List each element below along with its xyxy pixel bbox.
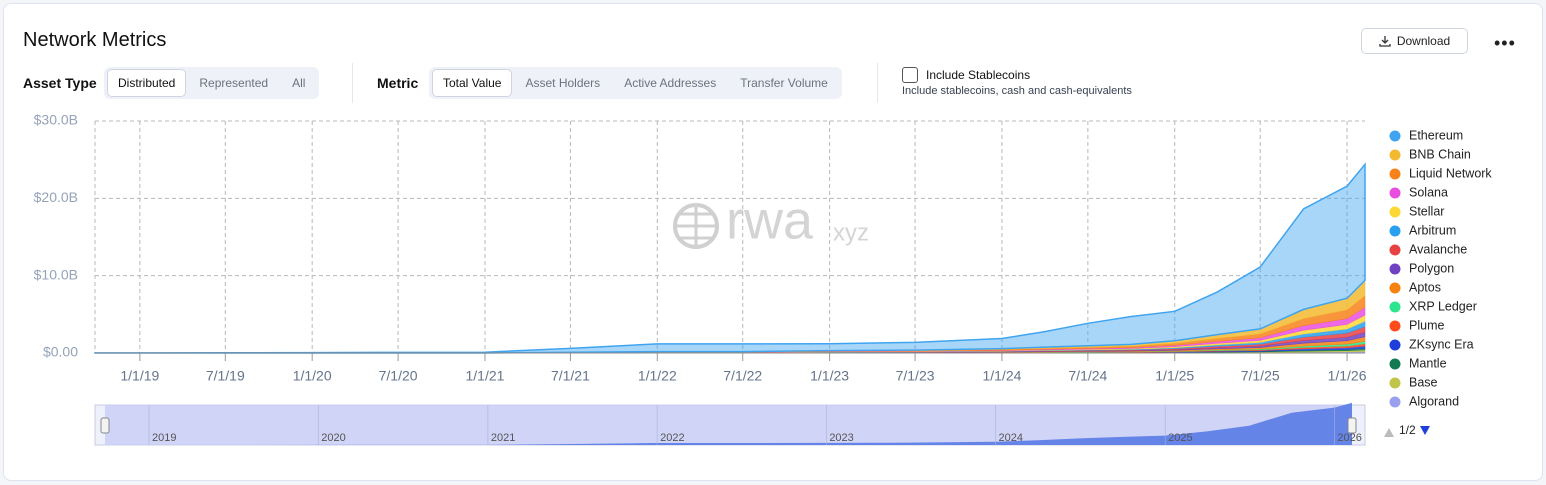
navigator-label: 2023 [829, 432, 853, 444]
tab[interactable]: Represented [199, 76, 269, 90]
legend-next [1420, 426, 1430, 435]
legend-label: Liquid Network [1409, 166, 1492, 180]
legend-label: ZKsync Era [1409, 337, 1474, 351]
legend-marker [1389, 149, 1401, 161]
legend-prev [1384, 428, 1394, 437]
legend-label: Arbitrum [1409, 223, 1456, 237]
x-tick-label: 1/1/19 [120, 368, 159, 384]
tab[interactable]: Transfer Volume [740, 76, 828, 90]
download-icon [1379, 36, 1391, 47]
legend-label: Algorand [1409, 394, 1459, 408]
tab[interactable]: Asset Holders [525, 76, 601, 90]
x-tick-label: 1/1/25 [1155, 368, 1194, 384]
legend-marker [1389, 168, 1401, 180]
y-tick-label: $20.0B [34, 189, 78, 205]
x-tick-label: 7/1/23 [896, 368, 935, 384]
asset-type-tabs: Distributed Represented All [104, 67, 320, 99]
legend-marker [1389, 339, 1401, 351]
watermark: rwa [726, 190, 814, 250]
navigator-area [105, 402, 1352, 445]
legend-marker [1389, 301, 1401, 313]
legend-page: 1/2 [1399, 423, 1416, 437]
separator [877, 63, 878, 103]
legend-label: Aptos [1409, 280, 1441, 294]
x-tick-label: 1/1/22 [638, 368, 677, 384]
legend-marker [1389, 225, 1401, 237]
navigator-label: 2024 [999, 432, 1023, 444]
legend-marker [1389, 130, 1401, 142]
legend-marker [1389, 206, 1401, 218]
tab[interactable]: Total Value [432, 69, 513, 97]
legend-marker [1389, 358, 1401, 370]
navigator-label: 2019 [152, 432, 176, 444]
x-tick-label: 7/1/20 [379, 368, 418, 384]
stablecoin-label: Include Stablecoins [926, 68, 1031, 82]
navigator-label: 2022 [660, 432, 684, 444]
legend-marker [1389, 377, 1401, 389]
legend-label: Polygon [1409, 261, 1454, 275]
legend-label: XRP Ledger [1409, 299, 1477, 313]
legend-marker [1389, 320, 1401, 332]
navigator-label: 2021 [491, 432, 515, 444]
x-tick-label: 1/1/23 [810, 368, 849, 384]
x-tick-label: 7/1/21 [551, 368, 590, 384]
stablecoin-description: Include stablecoins, cash and cash-equiv… [902, 85, 1132, 97]
legend-label: Solana [1409, 185, 1448, 199]
y-tick-label: $0.00 [43, 344, 78, 360]
separator [352, 63, 353, 103]
asset-type-label: Asset Type [23, 75, 97, 91]
legend-label: Plume [1409, 318, 1444, 332]
legend-label: Avalanche [1409, 242, 1467, 256]
download-button[interactable]: Download [1361, 28, 1468, 54]
watermark: xyz [833, 219, 869, 246]
x-tick-label: 7/1/25 [1241, 368, 1280, 384]
legend-label: Mantle [1409, 356, 1447, 370]
navigator-label: 2025 [1168, 432, 1192, 444]
watermark-icon [675, 205, 717, 247]
x-tick-label: 1/1/21 [466, 368, 505, 384]
legend-marker [1389, 263, 1401, 275]
legend-marker [1389, 396, 1401, 408]
legend-label: BNB Chain [1409, 147, 1471, 161]
legend-marker [1389, 244, 1401, 256]
more-menu[interactable]: ••• [1494, 33, 1516, 53]
navigator-handle[interactable] [1347, 417, 1357, 434]
legend-label: Ethereum [1409, 128, 1463, 142]
y-tick-label: $10.0B [34, 266, 78, 282]
tab[interactable]: Active Addresses [624, 76, 717, 90]
metric-tabs: Total Value Asset Holders Active Addresses… [429, 67, 842, 99]
x-tick-label: 1/1/26 [1328, 368, 1367, 384]
navigator-label: 2020 [321, 432, 345, 444]
x-tick-label: 7/1/19 [206, 368, 245, 384]
navigator-label: 2026 [1337, 432, 1361, 444]
download-label: Download [1396, 34, 1451, 48]
title: Network Metrics [23, 29, 167, 51]
tab[interactable]: All [292, 76, 306, 90]
legend-marker [1389, 282, 1401, 294]
tab[interactable]: Distributed [107, 69, 187, 97]
area [94, 162, 1366, 354]
x-tick-label: 7/1/22 [723, 368, 762, 384]
x-tick-label: 1/1/24 [982, 368, 1021, 384]
metric-label: Metric [377, 75, 419, 91]
legend-label: Base [1409, 375, 1438, 389]
legend-label: Stellar [1409, 204, 1444, 218]
x-tick-label: 7/1/24 [1068, 368, 1107, 384]
navigator-handle[interactable] [100, 417, 110, 434]
stablecoin-checkbox[interactable] [902, 67, 918, 83]
x-tick-label: 1/1/20 [293, 368, 332, 384]
legend-marker [1389, 187, 1401, 199]
y-tick-label: $30.0B [34, 112, 78, 128]
